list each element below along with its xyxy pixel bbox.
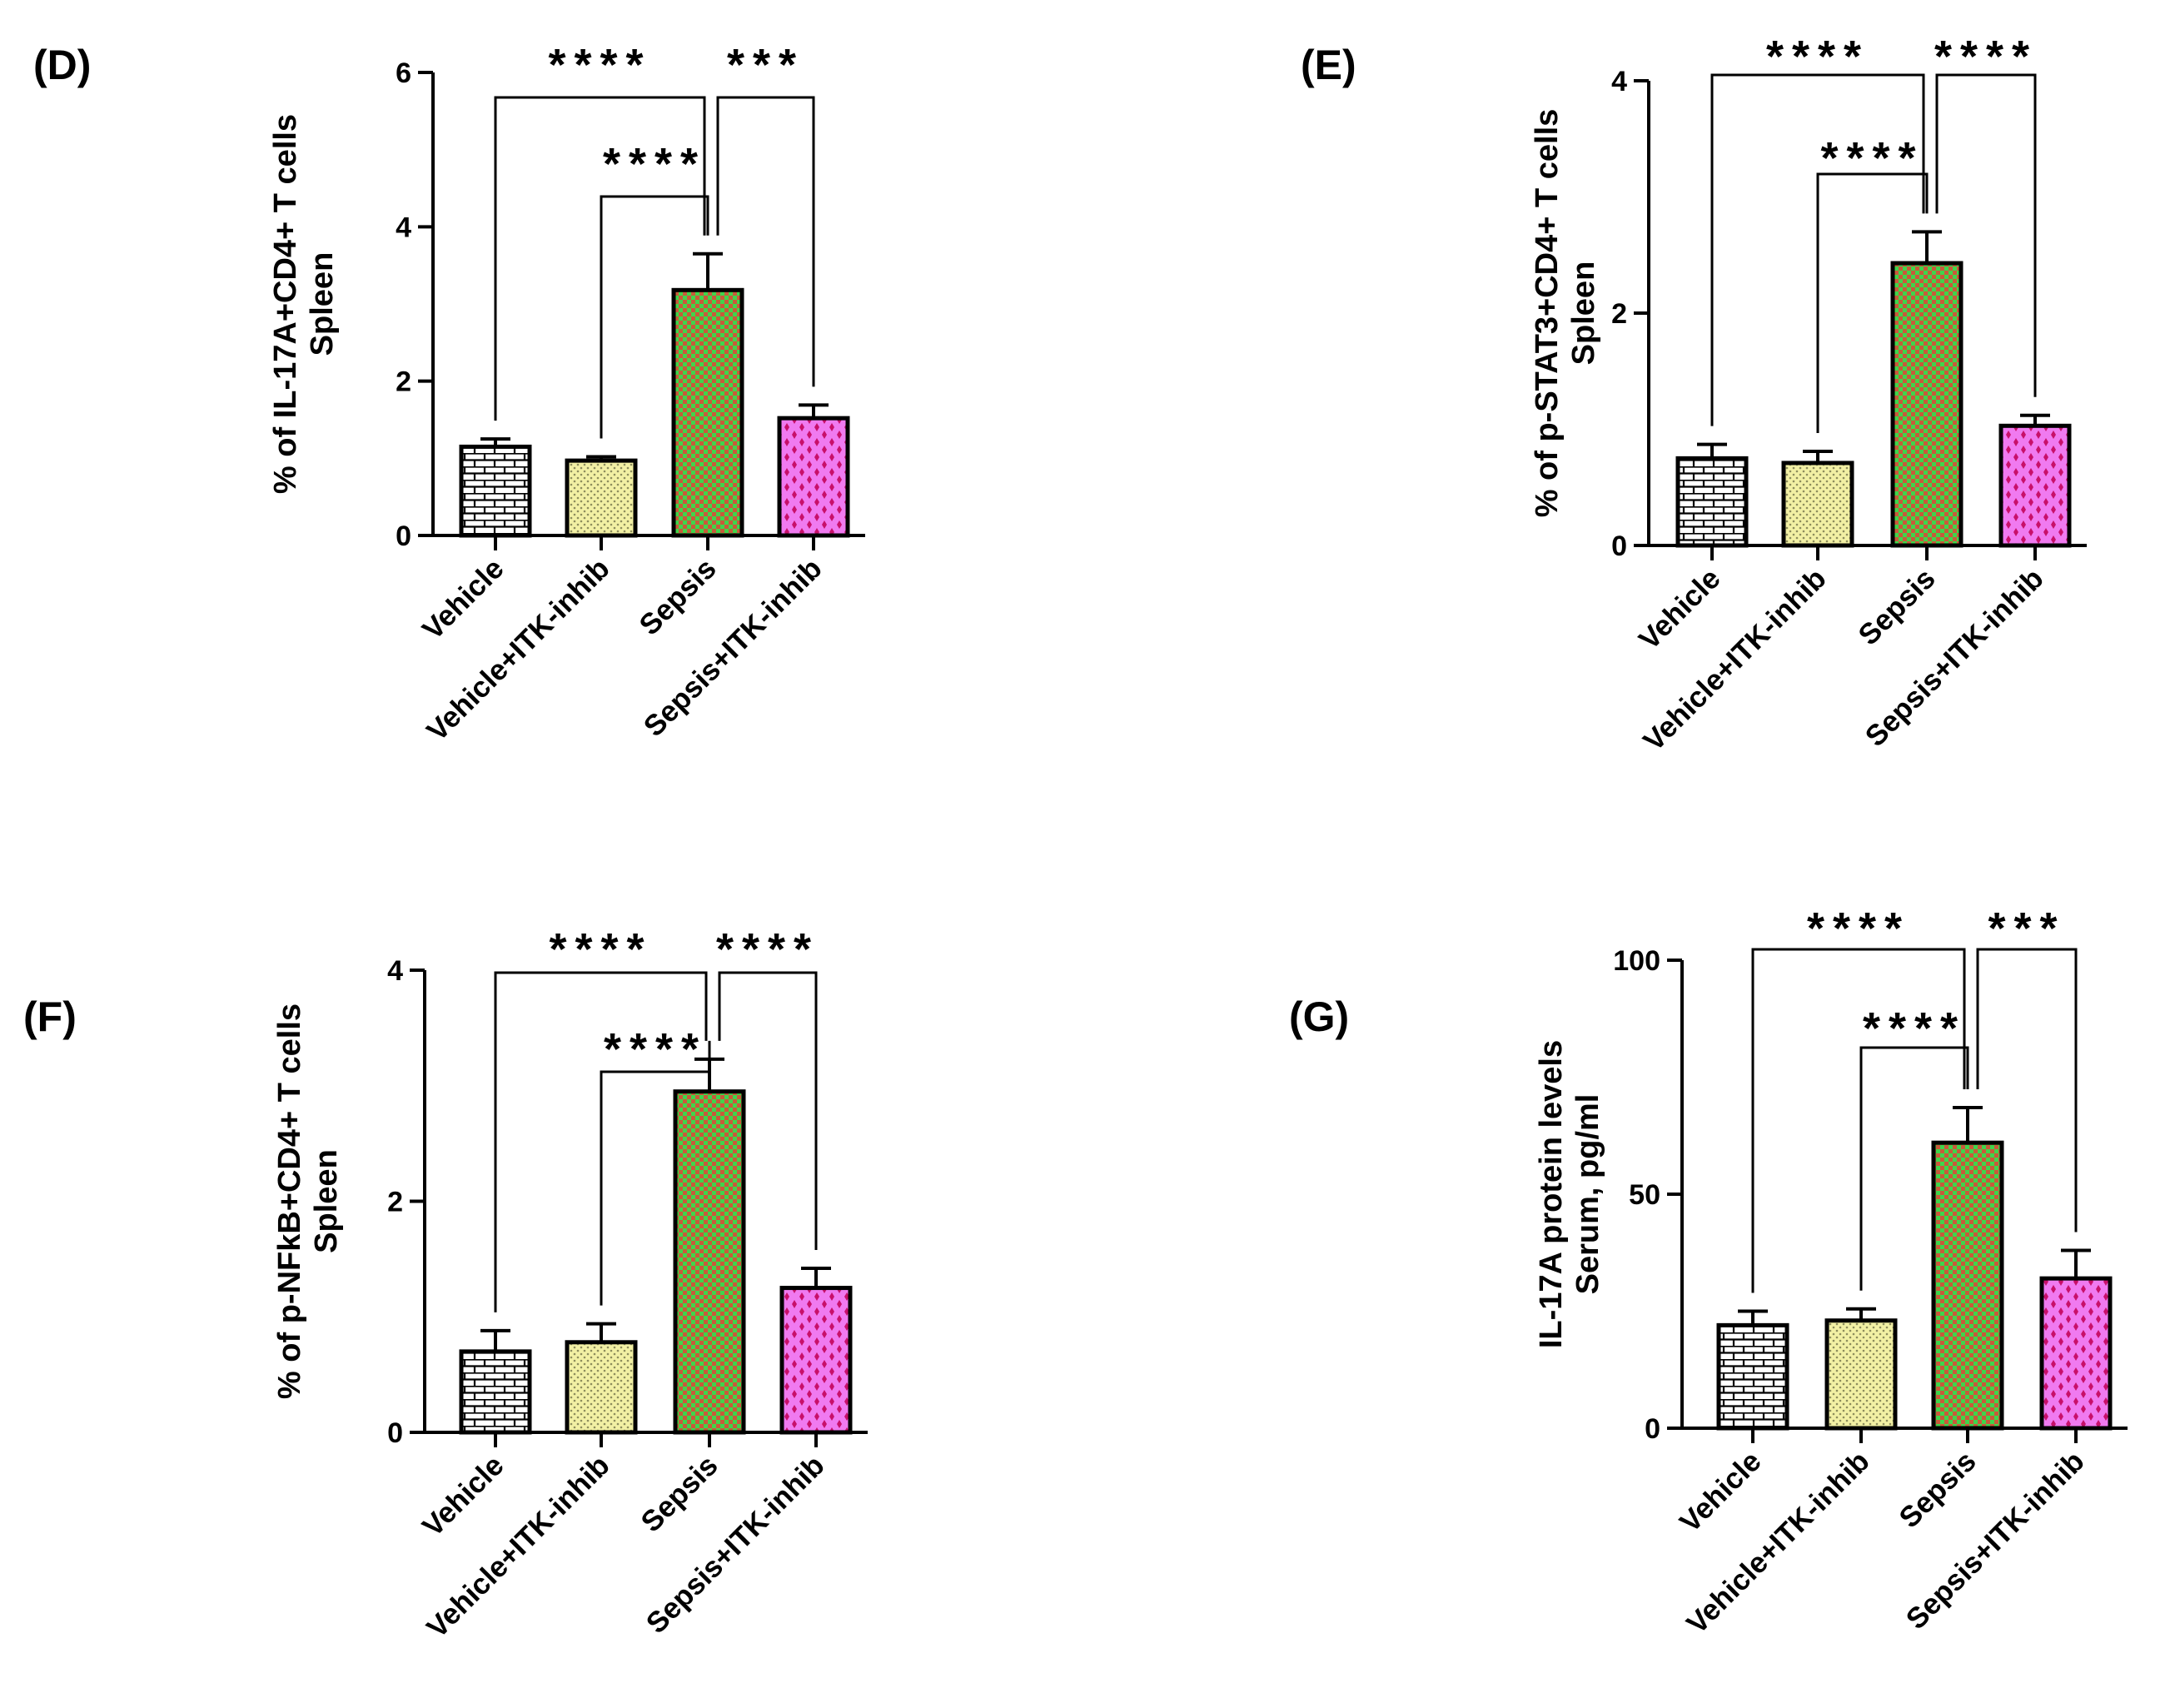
category-label: Vehicle [1633,562,1727,656]
y-axis-label-line: % of p-NFkB+CD4+ T cells [272,1003,307,1399]
bar [1716,1322,1789,1431]
bar [459,1349,532,1435]
bar [1675,456,1749,548]
bar [1781,461,1854,548]
category-label: Sepsis+ITK-inhib [638,552,829,743]
panel-E: (E) 0 2 4 % of p-STAT3+CD4+ T cellsSpleen Ve… [1301,32,2087,758]
bar [1998,423,2072,548]
y-axis-label-line: Spleen [305,252,340,356]
significance-stars: **** [604,1024,707,1074]
y-axis-label: IL-17A protein levelsSerum, pg/ml [1534,1040,1605,1348]
bar [673,1089,746,1435]
y-axis-label: % of p-NFkB+CD4+ T cellsSpleen [272,1003,344,1399]
bar [671,287,744,538]
category-label: Sepsis [635,1449,724,1538]
panel-label: (G) [1289,993,1349,1040]
bar [565,1340,638,1435]
significance-bracket [1710,73,1925,426]
significance-stars: *** [727,40,804,90]
category-label: Vehicle [416,552,510,646]
y-axis-label: % of p-STAT3+CD4+ T cellsSpleen [1530,109,1601,518]
y-axis-label-line: Spleen [309,1149,344,1253]
panel-D: (D) 0 2 4 6 % of IL-17A+CD4+ T cellsSpleen Ve… [33,40,865,748]
plot-F: 0 2 4 % of p-NFkB+CD4+ T cellsSpleen Vehicle… [272,924,868,1645]
bar [779,1286,853,1435]
category-label: Sepsis [633,552,722,641]
category-label: Sepsis [1852,562,1941,651]
significance-bracket [716,96,815,387]
category-label: Vehicle [1674,1445,1768,1539]
panel-label: (D) [33,42,91,88]
y-tick-label: 0 [1611,530,1627,562]
significance-stars: **** [603,139,706,189]
significance-stars: **** [1807,904,1910,954]
bar [777,416,850,538]
bar [1890,261,1963,548]
category-label: Sepsis+ITK-inhib [1900,1445,2091,1636]
category-label: Vehicle+ITK-inhib [421,1449,616,1645]
y-axis-label-line: Spleen [1566,261,1601,366]
bar [565,458,638,538]
significance-bracket [1859,1046,1969,1291]
y-axis-label-line: IL-17A protein levels [1534,1040,1569,1348]
y-tick-label: 2 [387,1187,403,1218]
significance-bracket [1816,172,1929,434]
bar [2039,1276,2113,1431]
significance-stars: **** [548,40,651,90]
category-label: Sepsis [1893,1445,1982,1534]
category-label: Vehicle+ITK-inhib [1680,1445,1876,1641]
significance-stars: **** [549,924,652,974]
y-tick-label: 0 [396,520,411,552]
y-axis-label-line: Serum, pg/ml [1570,1094,1605,1295]
significance-bracket [1751,948,1966,1293]
bar [1931,1140,2004,1431]
y-axis-label-line: % of p-STAT3+CD4+ T cells [1530,109,1565,518]
panel-label: (F) [23,993,77,1040]
category-label: Vehicle [416,1449,510,1543]
y-axis-label-line: % of IL-17A+CD4+ T cells [268,114,303,494]
significance-bracket [600,195,709,439]
y-tick-label: 100 [1613,945,1660,977]
bar [1824,1318,1898,1431]
y-tick-label: 0 [387,1417,403,1449]
category-label: Vehicle+ITK-inhib [421,552,616,748]
category-label: Sepsis+ITK-inhib [1859,562,2050,753]
significance-bracket [1976,948,2078,1232]
bar [459,444,532,538]
y-tick-label: 2 [396,366,411,398]
plot-E: 0 2 4 % of p-STAT3+CD4+ T cellsSpleen Vehicl… [1530,32,2087,758]
y-tick-label: 4 [1611,66,1627,97]
panel-label: (E) [1301,42,1356,88]
y-axis-label: % of IL-17A+CD4+ T cellsSpleen [268,114,340,494]
plot-G: 0 50 100 IL-17A protein levelsSerum, pg/ml V… [1534,904,2128,1641]
panel-F: (F) 0 2 4 % of p-NFkB+CD4+ T cellsSpleen Veh… [23,924,868,1645]
plot-D: 0 2 4 6 % of IL-17A+CD4+ T cellsSpleen Vehicl… [268,40,865,748]
significance-bracket [718,971,818,1250]
significance-stars: **** [1934,32,2038,82]
significance-stars: **** [1863,1003,1966,1053]
significance-stars: **** [1766,32,1869,82]
significance-stars: **** [1820,133,1924,183]
y-tick-label: 4 [387,955,403,987]
y-tick-label: 0 [1645,1413,1660,1445]
y-tick-label: 4 [396,212,411,243]
category-label: Sepsis+ITK-inhib [640,1449,831,1640]
significance-bracket [494,96,706,421]
y-tick-label: 2 [1611,298,1627,330]
panel-G: (G) 0 50 100 IL-17A protein levelsSerum, pg… [1289,904,2128,1641]
y-tick-label: 50 [1629,1179,1660,1211]
significance-stars: **** [716,924,819,974]
significance-bracket [600,1040,711,1306]
y-tick-label: 6 [396,57,411,89]
significance-bracket [1935,73,2037,397]
significance-stars: *** [1988,904,2065,954]
category-label: Vehicle+ITK-inhib [1637,562,1833,758]
significance-bracket [494,971,708,1312]
